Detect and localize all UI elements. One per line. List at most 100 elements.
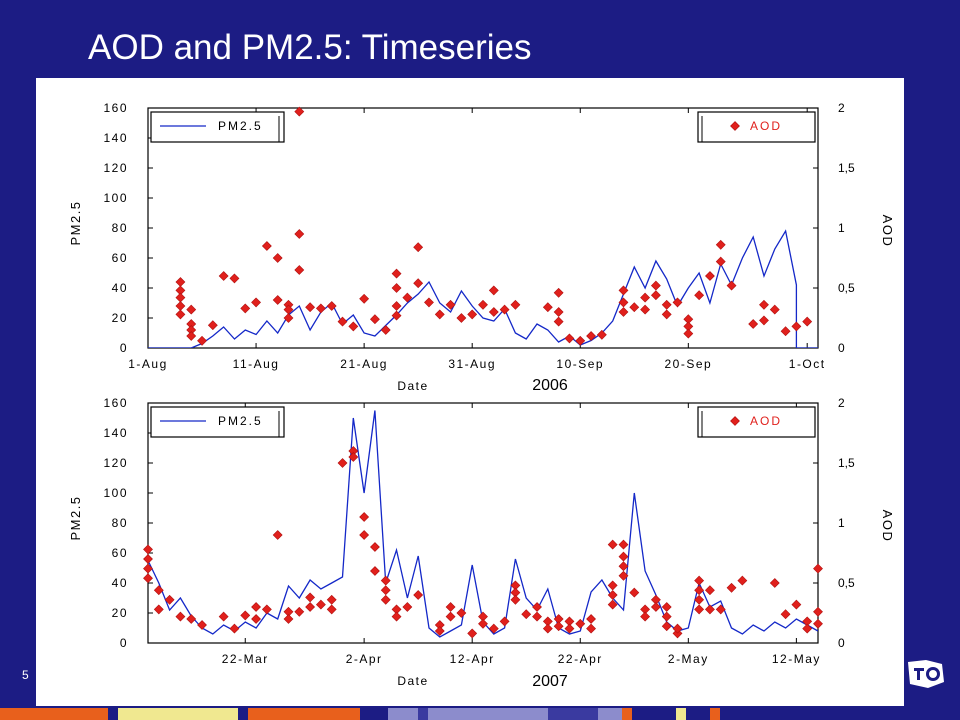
aod-marker	[305, 302, 316, 313]
aod-marker	[542, 623, 553, 634]
aod-marker	[337, 316, 348, 327]
aod-marker	[478, 618, 488, 629]
y-tick-label-right: 1,5	[838, 456, 855, 470]
aod-marker	[705, 585, 715, 596]
footer-segment	[676, 708, 686, 720]
aod-marker	[780, 326, 791, 337]
aod-marker	[370, 542, 380, 552]
x-axis-label: Date	[397, 674, 428, 688]
aod-marker	[759, 299, 769, 310]
aod-marker	[456, 608, 467, 618]
aod-marker	[683, 328, 694, 339]
aod-marker	[726, 280, 737, 291]
aod-marker	[380, 594, 391, 605]
aod-marker	[694, 594, 705, 605]
y-axis-label-right: AOD	[880, 215, 895, 248]
aod-marker	[391, 283, 402, 293]
aod-marker	[380, 325, 391, 335]
aod-marker	[586, 614, 596, 624]
footer-segment	[418, 708, 428, 720]
aod-marker	[478, 299, 488, 310]
x-tick-label: 20-Sep	[664, 357, 712, 371]
y-tick-label-right: 2	[838, 396, 845, 410]
aod-marker	[618, 307, 629, 317]
aod-marker	[715, 256, 726, 267]
aod-marker	[510, 299, 521, 310]
aod-marker	[726, 582, 737, 593]
aod-marker	[175, 611, 186, 622]
chart-2007: 0 20 40 60 80 100 120 140 160 0 0,5 1 1,5 2 22-Mar 2-Ap…	[68, 396, 895, 690]
aod-marker	[705, 271, 715, 281]
aod-marker	[294, 229, 305, 239]
y-tick-label-left: 160	[103, 101, 128, 115]
aod-marker	[261, 604, 272, 615]
aod-marker	[705, 604, 715, 615]
aod-marker	[553, 287, 564, 298]
aod-marker	[661, 602, 672, 612]
aod-marker	[575, 335, 586, 346]
aod-marker	[218, 611, 229, 622]
aod-marker	[510, 594, 521, 605]
aod-marker	[780, 609, 791, 620]
aod-marker	[596, 329, 607, 340]
aod-marker	[694, 604, 705, 615]
aod-marker	[305, 592, 316, 603]
aod-marker	[445, 611, 456, 622]
aod-marker	[618, 551, 629, 562]
aod-marker	[586, 331, 596, 341]
x-tick-label: 31-Aug	[448, 357, 496, 371]
y-tick-label-right: 2	[838, 101, 845, 115]
aod-marker	[186, 304, 197, 315]
legend-aod: AOD	[697, 111, 816, 143]
aod-marker	[607, 539, 618, 550]
aod-marker	[143, 563, 153, 574]
y-tick-label-left: 120	[103, 161, 128, 175]
aod-marker	[186, 614, 197, 624]
aod-marker	[802, 316, 813, 327]
footer-segment	[686, 708, 710, 720]
aod-marker	[272, 295, 283, 305]
aod-marker	[467, 309, 478, 320]
aod-marker	[315, 303, 326, 314]
aod-marker	[294, 106, 305, 117]
aod-marker	[618, 539, 629, 550]
y-tick-label-right: 1	[838, 516, 845, 530]
aod-marker	[175, 277, 186, 287]
aod-marker	[672, 297, 683, 308]
aod-marker	[650, 280, 661, 291]
x-tick-label: 12-May	[772, 652, 821, 666]
aod-marker	[618, 561, 629, 572]
aod-marker	[456, 313, 467, 323]
aod-marker	[143, 573, 153, 584]
legend-box	[150, 406, 285, 438]
slide-number: 5	[22, 668, 29, 682]
y-axis-label-left: PM2.5	[68, 200, 83, 245]
y-tick-label-left: 100	[103, 191, 128, 205]
aod-marker	[488, 285, 499, 296]
chart-area-background	[36, 78, 904, 706]
x-tick-label: 2-May	[668, 652, 709, 666]
x-tick-label: 2-Apr	[346, 652, 383, 666]
aod-marker	[564, 623, 575, 634]
legend-marker-swatch	[730, 416, 740, 426]
y-tick-label-left: 40	[112, 576, 128, 590]
aod-marker	[251, 602, 261, 612]
aod-marker	[370, 314, 380, 325]
footer-segment	[0, 708, 108, 720]
aod-marker	[175, 301, 186, 311]
aod-marker	[380, 585, 391, 596]
aod-marker	[175, 292, 186, 303]
aod-marker	[640, 304, 651, 315]
aod-marker	[813, 563, 823, 574]
aod-marker	[315, 599, 326, 610]
y-tick-label-left: 0	[120, 636, 128, 650]
aod-marker	[553, 316, 564, 327]
y-tick-label-left: 20	[112, 311, 128, 325]
aod-marker	[240, 610, 251, 621]
aod-marker	[791, 599, 802, 610]
slide-title: AOD and PM2.5: Timeseries	[88, 28, 532, 67]
aod-marker	[445, 602, 456, 612]
y-tick-label-right: 1	[838, 221, 845, 235]
aod-marker	[553, 307, 564, 317]
y-tick-label-right: 1,5	[838, 161, 855, 175]
